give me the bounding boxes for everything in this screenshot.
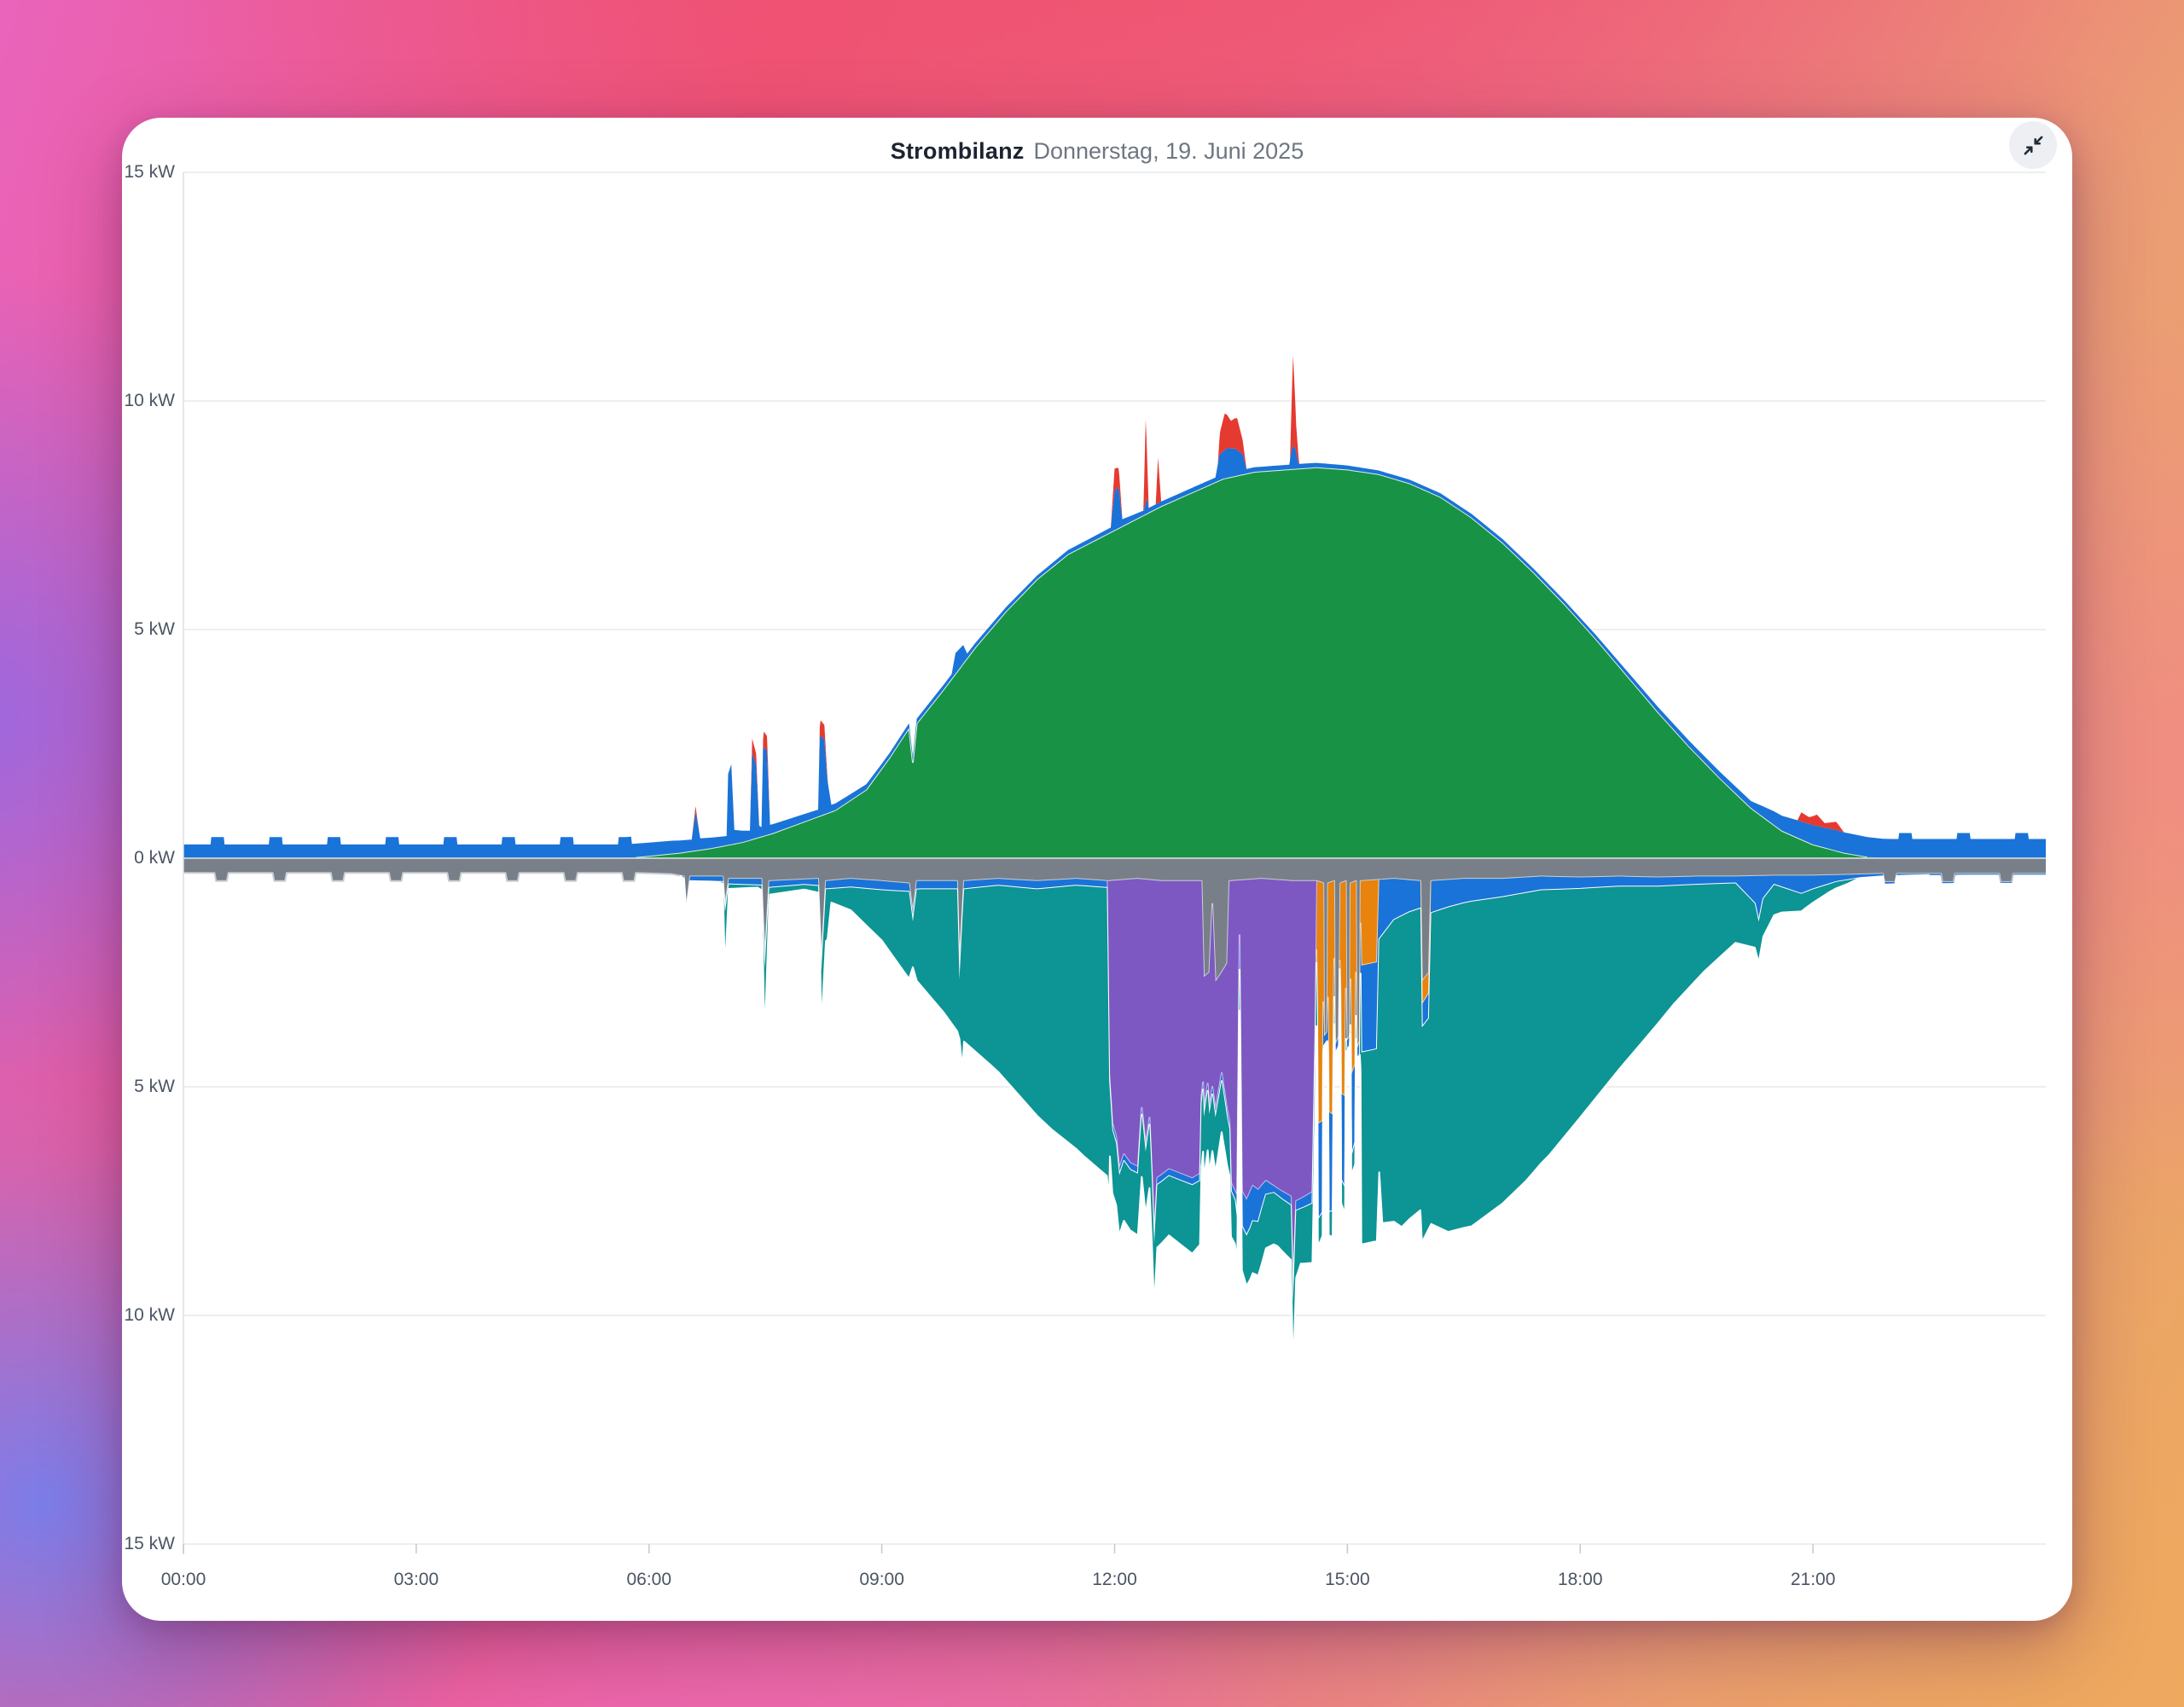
teal-battery-area (183, 873, 2046, 1369)
x-axis-label: 00:00 (160, 1570, 206, 1589)
x-axis-label: 06:00 (626, 1570, 672, 1589)
y-axis-label: 10 kW (124, 1305, 175, 1325)
y-axis-label: 15 kW (124, 162, 175, 182)
purple-charging-area (183, 873, 2046, 1293)
blue-positive-area (183, 446, 2046, 858)
x-axis-label: 12:00 (1092, 1570, 1137, 1589)
x-axis-label: 03:00 (393, 1570, 439, 1589)
chart-canvas (183, 171, 2046, 1554)
y-axis-label: 15 kW (124, 1534, 175, 1553)
strombilanz-card: Strombilanz Donnerstag, 19. Juni 2025 15… (122, 118, 2072, 1621)
y-axis-label: 0 kW (134, 848, 175, 868)
collapse-arrows-icon (2024, 136, 2042, 154)
teal-battery-area-edge (718, 877, 1861, 1370)
chart-date: Donnerstag, 19. Juni 2025 (1033, 138, 1304, 164)
x-axis-label: 21:00 (1790, 1570, 1836, 1589)
y-axis-label: 10 kW (124, 391, 175, 410)
y-axis-label: 5 kW (134, 619, 175, 639)
green-production-area (183, 467, 2046, 858)
power-balance-chart[interactable]: 15 kW 10 kW 5 kW 0 kW 5 kW 10 kW 15 kW 00:00 03… (122, 118, 2072, 1621)
collapse-button[interactable] (2009, 121, 2057, 169)
card-header: Strombilanz Donnerstag, 19. Juni 2025 (122, 138, 2072, 165)
gray-consumption-area-edge (183, 872, 2046, 1052)
y-axis-label: 5 kW (134, 1077, 175, 1096)
x-axis-label: 15:00 (1325, 1570, 1370, 1589)
x-axis-label: 18:00 (1557, 1570, 1603, 1589)
chart-title: Strombilanz (890, 138, 1025, 164)
x-axis-label: 09:00 (859, 1570, 904, 1589)
